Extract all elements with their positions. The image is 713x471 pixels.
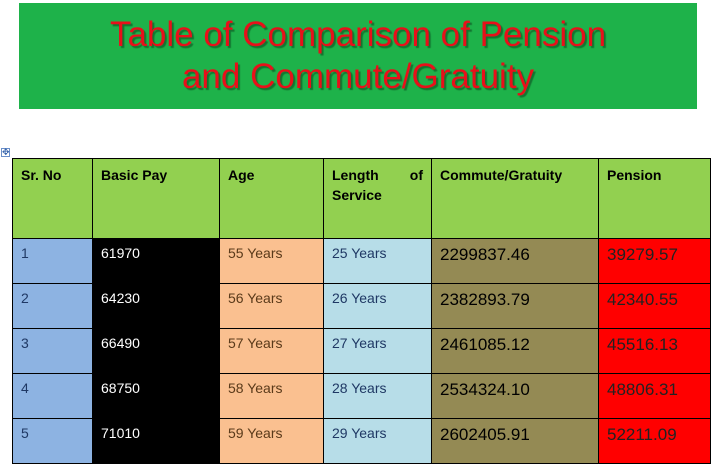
- cell-basic-pay: 66490: [92, 328, 220, 374]
- cell-basic-pay: 68750: [92, 373, 220, 419]
- cell-pension: 48806.31: [598, 373, 711, 419]
- cell-basic-pay: 61970: [92, 238, 220, 284]
- cell-commute-gratuity: 2382893.79: [431, 283, 599, 329]
- header-sr-no: Sr. No: [12, 158, 93, 239]
- comparison-table: Sr. No Basic Pay Age Length of Service C…: [12, 158, 711, 464]
- cell-length-of-service: 27 Years: [323, 328, 432, 374]
- cell-sr-no: 3: [12, 328, 93, 374]
- title-line-2: and Commute/Gratuity: [181, 57, 535, 96]
- cell-age: 55 Years: [219, 238, 324, 284]
- header-basic-pay: Basic Pay: [92, 158, 220, 239]
- cell-commute-gratuity: 2534324.10: [431, 373, 599, 419]
- cell-commute-gratuity: 2602405.91: [431, 418, 599, 464]
- cell-length-of-service: 26 Years: [323, 283, 432, 329]
- cell-sr-no: 5: [12, 418, 93, 464]
- cell-age: 58 Years: [219, 373, 324, 419]
- cell-sr-no: 1: [12, 238, 93, 284]
- header-row: Sr. No Basic Pay Age Length of Service C…: [12, 158, 711, 239]
- cell-length-of-service: 25 Years: [323, 238, 432, 284]
- table-row: 3 66490 57 Years 27 Years 2461085.12 455…: [12, 328, 711, 374]
- cell-pension: 45516.13: [598, 328, 711, 374]
- cell-age: 57 Years: [219, 328, 324, 374]
- cell-age: 59 Years: [219, 418, 324, 464]
- table-row: 5 71010 59 Years 29 Years 2602405.91 522…: [12, 418, 711, 464]
- cell-age: 56 Years: [219, 283, 324, 329]
- cell-length-of-service: 28 Years: [323, 373, 432, 419]
- cell-commute-gratuity: 2461085.12: [431, 328, 599, 374]
- cell-pension: 39279.57: [598, 238, 711, 284]
- cell-basic-pay: 64230: [92, 283, 220, 329]
- cell-sr-no: 4: [12, 373, 93, 419]
- cell-pension: 52211.09: [598, 418, 711, 464]
- header-length-of-service: Length of Service: [323, 158, 432, 239]
- cell-sr-no: 2: [12, 283, 93, 329]
- title-line-1: Table of Comparison of Pension: [109, 15, 607, 54]
- table-move-handle-icon[interactable]: ✥: [1, 148, 10, 158]
- table-row: 4 68750 58 Years 28 Years 2534324.10 488…: [12, 373, 711, 419]
- cell-commute-gratuity: 2299837.46: [431, 238, 599, 284]
- header-pension: Pension: [598, 158, 711, 239]
- cell-pension: 42340.55: [598, 283, 711, 329]
- header-commute-gratuity: Commute/Gratuity: [431, 158, 599, 239]
- cell-length-of-service: 29 Years: [323, 418, 432, 464]
- cell-basic-pay: 71010: [92, 418, 220, 464]
- table-row: 2 64230 56 Years 26 Years 2382893.79 423…: [12, 283, 711, 329]
- table-row: 1 61970 55 Years 25 Years 2299837.46 392…: [12, 238, 711, 284]
- header-age: Age: [219, 158, 324, 239]
- title-banner: Table of Comparison of Pension and Commu…: [19, 3, 697, 109]
